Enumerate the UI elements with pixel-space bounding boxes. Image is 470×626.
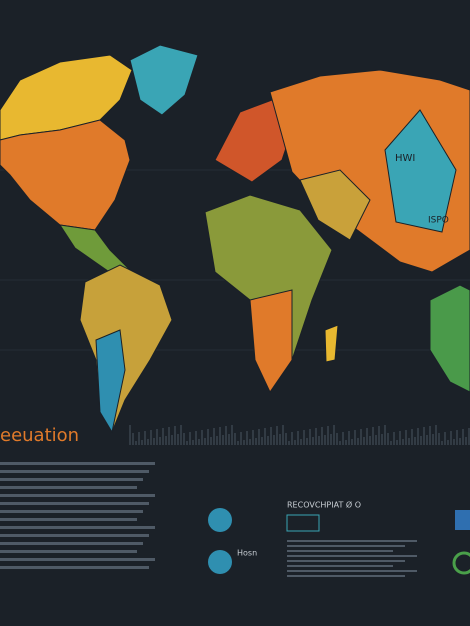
text-line [287, 540, 417, 542]
text-line [287, 550, 393, 552]
text-line [0, 550, 137, 553]
asia-east [384, 109, 457, 233]
madagascar [324, 324, 339, 363]
text-line [287, 575, 405, 577]
body-text-lines [0, 462, 417, 577]
icon-caption: Hosn [237, 549, 257, 558]
decorative-bars [129, 425, 470, 445]
text-line [287, 545, 405, 547]
text-line [0, 486, 137, 489]
text-line [0, 558, 155, 561]
north-america-middle [0, 119, 131, 231]
world-map [0, 44, 470, 434]
icon [208, 508, 232, 532]
south-america-west [95, 329, 126, 434]
title: eeuation [0, 425, 79, 446]
text-line [0, 494, 155, 497]
greenland [129, 44, 199, 116]
middle-east [299, 169, 371, 241]
panel-icon [286, 514, 320, 532]
text-line [0, 534, 149, 537]
africa-south [249, 289, 293, 394]
text-line [0, 470, 149, 473]
text-line [0, 502, 149, 505]
icon [455, 510, 470, 530]
text-line [287, 570, 417, 572]
map-label: ISPO [428, 216, 449, 226]
icon [208, 550, 232, 574]
text-line [287, 565, 393, 567]
text-line [287, 555, 417, 557]
map-label: HWI [395, 153, 415, 164]
text-line [0, 526, 155, 529]
icon [452, 551, 470, 575]
text-line [0, 510, 143, 513]
text-line [0, 518, 137, 521]
text-line [0, 478, 143, 481]
text-line [287, 560, 405, 562]
australia [429, 284, 470, 393]
panel-heading: RECOVCHPIAT Ø O [287, 500, 361, 510]
text-line [0, 566, 149, 569]
text-line [0, 542, 143, 545]
text-line [0, 462, 155, 465]
